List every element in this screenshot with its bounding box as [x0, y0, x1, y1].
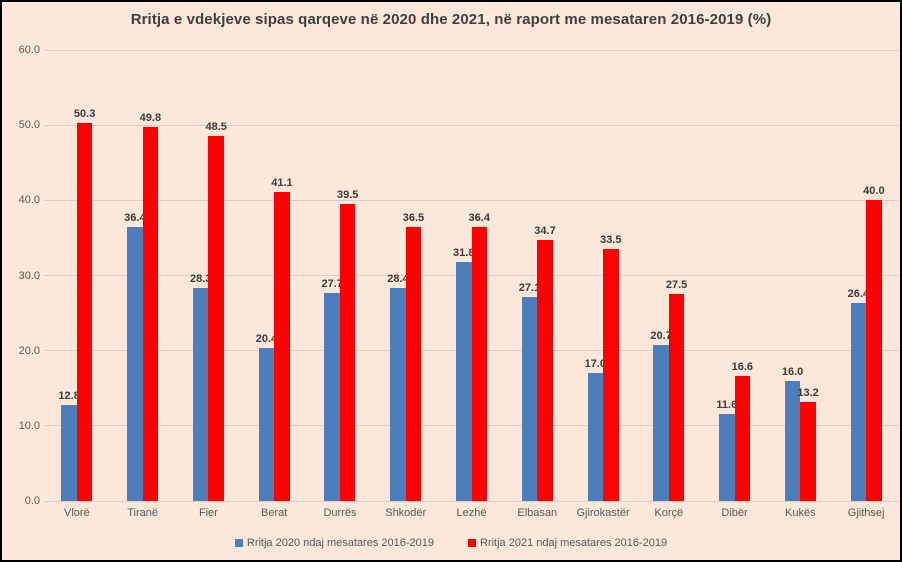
bar-2021 [76, 122, 93, 501]
value-label-2020: 26.4 [847, 287, 870, 300]
y-tick-label: 60.0 [18, 44, 40, 56]
value-label-2021: 49.8 [139, 111, 162, 124]
legend-label-2021: Rritja 2021 ndaj mesatares 2016-2019 [480, 537, 668, 549]
gridline [44, 124, 899, 126]
value-label-2020: 11.6 [716, 398, 738, 411]
x-axis-label: Korçë [654, 507, 684, 519]
bar-2021 [668, 294, 685, 501]
value-label-2021: 13.2 [797, 386, 819, 399]
legend-swatch-2020 [234, 539, 243, 547]
x-axis-label: Durrës [323, 507, 357, 519]
bar-2020 [587, 373, 604, 501]
bar-2020 [258, 347, 275, 501]
x-axis-label: Vlorë [64, 507, 90, 519]
bar-2021 [405, 226, 422, 501]
value-label-2021: 40.0 [863, 185, 885, 198]
value-label-2021: 27.5 [665, 279, 688, 292]
bar-2021 [142, 126, 159, 501]
x-axis-label: Shkodër [385, 507, 427, 519]
bar-2020 [850, 302, 867, 501]
bar-2021 [471, 227, 487, 501]
x-axis-label: Gjithsej [847, 507, 885, 519]
bar-2021 [866, 200, 882, 501]
bar-2021 [339, 204, 356, 501]
gridline [44, 500, 899, 502]
value-label-2021: 36.4 [468, 212, 490, 225]
x-axis-label: Tiranë [127, 507, 159, 519]
bar-2020 [390, 287, 406, 501]
y-tick-label: 0.0 [24, 495, 40, 507]
bar-2020 [192, 288, 209, 501]
value-label-2020: 27.7 [321, 277, 343, 290]
value-label-2021: 41.1 [271, 177, 293, 190]
x-axis-label: Berat [261, 507, 288, 519]
bar-2021 [274, 192, 290, 501]
value-label-2021: 48.5 [205, 121, 227, 134]
value-label-2021: 16.6 [731, 361, 754, 374]
x-axis-label: Gjirokastër [576, 507, 630, 519]
bar-2020 [719, 413, 735, 501]
value-label-2021: 34.7 [534, 225, 556, 238]
value-label-2020: 16.0 [781, 365, 804, 378]
y-tick-label: 40.0 [18, 194, 40, 207]
value-label-2021: 50.3 [73, 107, 96, 120]
gridline [44, 49, 899, 51]
value-label-2021: 36.5 [402, 211, 425, 224]
value-label-2020: 36.4 [124, 212, 146, 225]
bar-2021 [734, 376, 751, 501]
bar-2021 [208, 136, 224, 501]
bar-2021 [537, 240, 553, 501]
bar-2020 [521, 297, 538, 501]
bar-2021 [603, 249, 619, 501]
bar-2020 [456, 261, 472, 501]
chart-title: Rritja e vdekjeve sipas qarqeve në 2020 … [130, 11, 772, 28]
value-label-2020: 27.1 [518, 282, 541, 295]
x-axis-label: Elbasan [517, 507, 558, 519]
gridline [44, 199, 899, 201]
value-label-2021: 33.5 [600, 234, 622, 247]
bar-2020 [784, 380, 801, 501]
legend-item-2021: Rritja 2021 ndaj mesatares 2016-2019 [468, 537, 667, 549]
plot-area: 12.8 50.3 36.4 49.8 28.3 48.5 20.4 41.1 27.7 39.5… [44, 49, 899, 502]
legend-label-2020: Rritja 2020 ndaj mesatares 2016-2019 [246, 537, 434, 549]
bar-2020 [61, 404, 77, 501]
value-label-2020: 28.3 [189, 273, 212, 286]
value-label-2020: 31.8 [453, 246, 475, 259]
value-label-2020: 12.8 [58, 389, 80, 402]
x-axis-label: Kukës [785, 507, 816, 519]
y-tick-label: 30.0 [18, 269, 40, 282]
value-label-2020: 28.4 [387, 272, 409, 285]
value-label-2021: 39.5 [336, 189, 359, 202]
value-label-2020: 20.4 [255, 332, 278, 345]
legend: Rritja 2020 ndaj mesatares 2016-2019 Rrit… [2, 537, 900, 549]
y-tick-label: 10.0 [18, 419, 40, 432]
y-tick-label: 20.0 [18, 344, 40, 357]
x-axis-label: Dibër [721, 507, 748, 519]
legend-item-2020: Rritja 2020 ndaj mesatares 2016-2019 [234, 537, 434, 549]
bar-2020 [324, 292, 340, 501]
value-label-2020: 17.0 [584, 358, 606, 371]
x-axis-label: Lezhë [456, 507, 487, 519]
y-tick-label: 50.0 [18, 119, 40, 132]
legend-swatch-2021 [468, 539, 476, 547]
value-label-2020: 20.7 [650, 330, 672, 343]
x-axis-label: Fier [198, 507, 218, 519]
bar-2020 [127, 227, 143, 501]
bar-2021 [800, 401, 816, 501]
bar-2020 [653, 345, 669, 501]
